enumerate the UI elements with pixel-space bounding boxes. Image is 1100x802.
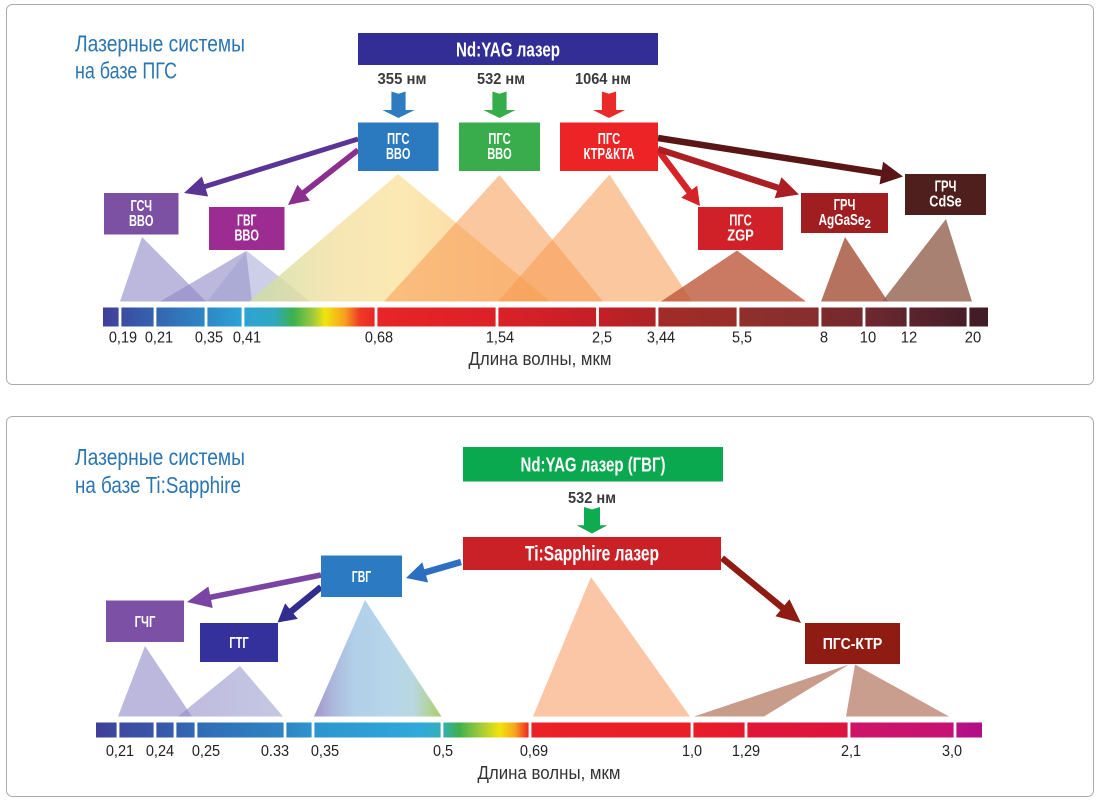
- svg-text:3,44: 3,44: [647, 330, 675, 347]
- svg-text:0,5: 0,5: [433, 743, 453, 760]
- svg-text:ПГС-КТР: ПГС-КТР: [823, 636, 883, 653]
- svg-text:2,5: 2,5: [592, 330, 612, 347]
- svg-text:0,21: 0,21: [106, 743, 134, 760]
- svg-text:BBO: BBO: [487, 146, 512, 163]
- svg-text:ГВГ: ГВГ: [237, 213, 257, 230]
- svg-text:0,35: 0,35: [311, 743, 339, 760]
- svg-text:Nd:YAG лазер (ГВГ): Nd:YAG лазер (ГВГ): [521, 455, 666, 477]
- svg-text:20: 20: [965, 330, 981, 347]
- svg-text:ZGP: ZGP: [727, 228, 754, 245]
- svg-text:532 нм: 532 нм: [477, 71, 525, 88]
- svg-text:AgGaSe: AgGaSe: [819, 212, 865, 229]
- svg-text:1064 нм: 1064 нм: [575, 71, 631, 88]
- svg-text:ПГС: ПГС: [488, 131, 511, 148]
- svg-text:Длина волны, мкм: Длина волны, мкм: [469, 348, 612, 369]
- svg-text:0,41: 0,41: [233, 330, 261, 347]
- svg-text:1,54: 1,54: [486, 330, 514, 347]
- svg-text:ГЧГ: ГЧГ: [135, 614, 156, 631]
- svg-text:532 нм: 532 нм: [568, 490, 616, 507]
- svg-text:ГРЧ: ГРЧ: [834, 197, 856, 214]
- svg-text:8: 8: [820, 330, 828, 347]
- svg-text:CdSe: CdSe: [929, 194, 961, 211]
- svg-text:3,0: 3,0: [942, 743, 962, 760]
- svg-text:Лазерные системы: Лазерные системы: [75, 444, 245, 470]
- svg-text:ГВГ: ГВГ: [352, 569, 372, 586]
- svg-text:Ti:Sapphire лазер: Ti:Sapphire лазер: [525, 543, 659, 566]
- svg-text:ПГС: ПГС: [729, 213, 752, 230]
- svg-text:Длина волны, мкм: Длина волны, мкм: [478, 762, 621, 783]
- svg-text:1,29: 1,29: [732, 743, 760, 760]
- svg-text:КТР&КТА: КТР&КТА: [584, 146, 635, 163]
- svg-text:Лазерные системы: Лазерные системы: [75, 31, 245, 57]
- svg-text:1,0: 1,0: [682, 743, 702, 760]
- svg-text:0,19: 0,19: [109, 330, 137, 347]
- svg-text:Nd:YAG лазер: Nd:YAG лазер: [456, 39, 560, 61]
- svg-text:0,69: 0,69: [520, 743, 548, 760]
- svg-text:BBO: BBO: [129, 213, 154, 230]
- svg-text:ПГС: ПГС: [598, 131, 621, 148]
- svg-text:ГТГ: ГТГ: [229, 635, 249, 652]
- svg-text:0,35: 0,35: [195, 330, 223, 347]
- svg-text:0.33: 0.33: [261, 743, 289, 760]
- svg-text:ГСЧ: ГСЧ: [130, 198, 152, 215]
- svg-text:10: 10: [860, 330, 876, 347]
- svg-text:0,68: 0,68: [365, 330, 393, 347]
- svg-text:0,25: 0,25: [192, 743, 220, 760]
- svg-text:на базе Ti:Sapphire: на базе Ti:Sapphire: [75, 472, 241, 498]
- svg-text:0,24: 0,24: [146, 743, 174, 760]
- svg-text:BBO: BBO: [234, 228, 259, 245]
- svg-text:2,1: 2,1: [841, 743, 861, 760]
- svg-text:на базе ПГС: на базе ПГС: [75, 58, 177, 84]
- svg-text:ПГС: ПГС: [387, 131, 410, 148]
- svg-text:BBO: BBO: [386, 146, 411, 163]
- svg-text:0,21: 0,21: [145, 330, 173, 347]
- svg-text:12: 12: [901, 330, 917, 347]
- svg-text:5,5: 5,5: [732, 330, 752, 347]
- svg-text:ГРЧ: ГРЧ: [935, 179, 957, 196]
- svg-text:355 нм: 355 нм: [378, 71, 427, 88]
- svg-text:2: 2: [865, 219, 871, 231]
